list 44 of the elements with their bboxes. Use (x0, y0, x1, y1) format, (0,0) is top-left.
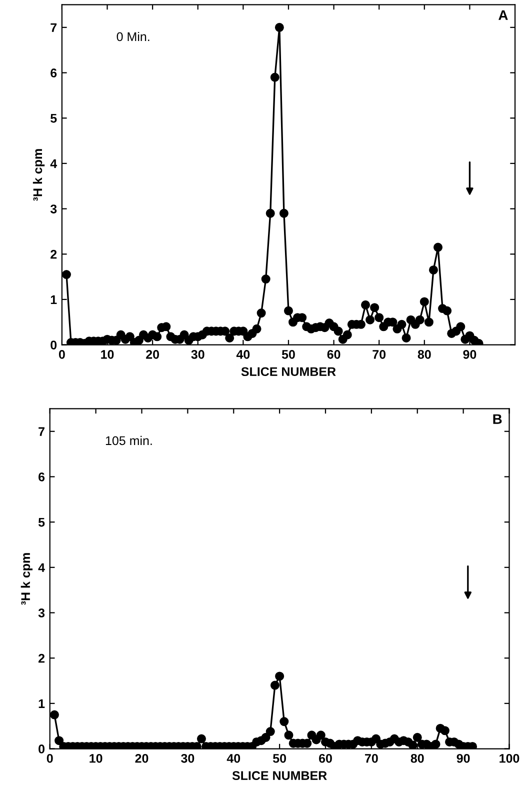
y-tick-label: 4 (50, 159, 58, 168)
x-tick-label: 90 (463, 350, 476, 359)
x-tick-label: 50 (272, 754, 286, 763)
x-tick-label: 70 (365, 754, 378, 763)
x-tick-label: 10 (90, 754, 102, 763)
x-tick-label: 80 (418, 350, 431, 359)
y-axis-title: ³H k cpm (20, 553, 33, 605)
x-tick-label: 90 (456, 754, 470, 763)
annotation: 105 min. (106, 436, 152, 446)
x-tick-label: 100 (500, 754, 520, 763)
x-tick-label: 60 (319, 754, 332, 763)
y-tick-label: 6 (50, 68, 57, 78)
x-tick-label: 0 (58, 350, 65, 359)
x-tick-label: 10 (101, 350, 114, 359)
annotation: 0 Min. (116, 32, 150, 42)
y-tick-label: 3 (50, 204, 57, 214)
x-tick-label: 70 (372, 350, 386, 359)
y-tick-label: 1 (50, 295, 57, 304)
y-tick-label: 0 (50, 340, 57, 350)
y-tick-label: 1 (38, 699, 45, 708)
y-tick-label: 3 (38, 608, 45, 618)
y-tick-label: 2 (50, 250, 57, 259)
y-tick-label: 5 (50, 114, 57, 123)
y-axis-title: ³H k cpm (32, 149, 45, 201)
x-tick-label: 60 (327, 350, 340, 359)
x-axis-title: SLICE NUMBER (232, 771, 327, 780)
y-tick-label: 7 (38, 427, 44, 436)
x-tick-label: 40 (226, 754, 240, 763)
y-tick-label: 2 (38, 654, 45, 663)
x-tick-label: 50 (282, 350, 295, 359)
y-tick-label: 4 (38, 563, 45, 572)
annotation: B (493, 414, 502, 424)
x-tick-label: 80 (410, 754, 424, 763)
annotation: A (498, 10, 508, 20)
x-axis-title: SLICE NUMBER (241, 367, 336, 376)
x-tick-label: 30 (191, 350, 204, 359)
y-tick-label: 7 (50, 23, 57, 32)
y-tick-label: 5 (38, 518, 45, 527)
y-tick-label: 0 (38, 744, 44, 754)
x-tick-label: 40 (236, 350, 250, 359)
x-tick-label: 20 (146, 350, 160, 359)
x-tick-label: 20 (135, 754, 148, 763)
y-tick-label: 6 (38, 472, 45, 482)
x-tick-label: 30 (181, 754, 194, 763)
